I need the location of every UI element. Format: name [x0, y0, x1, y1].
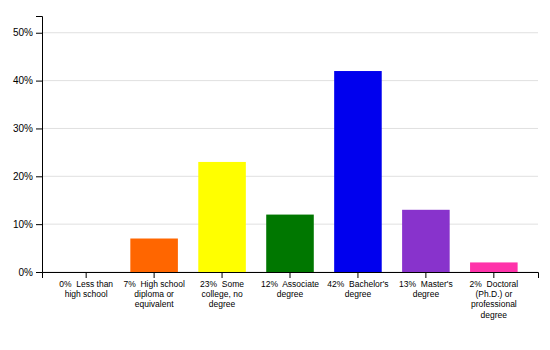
x-tick-label-line: degree — [413, 289, 440, 299]
x-tick-label-line: 23% Some — [200, 279, 244, 289]
bar — [198, 162, 246, 272]
y-tick-mark — [36, 128, 42, 129]
bar — [130, 239, 178, 272]
x-tick-label-line: 13% Master's — [399, 279, 453, 289]
x-tick-mark — [222, 272, 223, 278]
x-tick: 7% High schooldiploma orequivalent — [123, 272, 185, 309]
chart-svg: 0% 10% 20% 30% 40% 50% 0% Less thanhigh school… — [0, 0, 550, 350]
x-tick-label-line: 2% Doctoral — [469, 279, 518, 289]
bar — [334, 71, 382, 272]
x-tick-label-line: degree — [209, 299, 236, 309]
grid-line — [42, 176, 538, 177]
chart-container: 0% 10% 20% 30% 40% 50% 0% Less thanhigh school… — [0, 0, 550, 350]
y-tick-mark — [36, 33, 42, 34]
x-tick-label-line: equivalent — [135, 299, 174, 309]
x-tick-mark — [493, 272, 494, 278]
grid-line — [42, 32, 538, 33]
x-tick-mark — [357, 272, 358, 278]
x-tick-label-line: 12% Associate — [261, 279, 319, 289]
y-tick-label: 50% — [13, 27, 33, 38]
x-tick-label-line: 0% Less than — [59, 279, 113, 289]
x-tick-label-line: degree — [481, 310, 508, 320]
x-tick-label-line: professional — [471, 299, 517, 309]
y-tick: 0% — [19, 267, 42, 278]
bars — [130, 71, 517, 272]
bar — [470, 262, 518, 272]
x-tick-label: 7% High schooldiploma orequivalent — [123, 279, 185, 309]
x-tick-label-line: 7% High school — [123, 279, 185, 289]
y-tick: 50% — [13, 27, 42, 38]
y-tick-label: 0% — [19, 267, 34, 278]
x-tick-label: 0% Less thanhigh school — [59, 279, 113, 299]
y-tick-mark — [36, 272, 42, 273]
x-tick: 23% Somecollege, nodegree — [200, 272, 244, 309]
x-tick-label-line: (Ph.D.) or — [475, 289, 512, 299]
y-tick: 40% — [13, 75, 42, 86]
x-tick: 13% Master'sdegree — [399, 272, 453, 299]
x-tick-label: 23% Somecollege, nodegree — [200, 279, 244, 309]
grid — [42, 33, 538, 272]
x-tick-mark — [425, 272, 426, 278]
x-axis: 0% Less thanhigh school 7% High schooldip… — [43, 272, 539, 320]
x-tick: 2% Doctoral(Ph.D.) orprofessionaldegree — [469, 272, 518, 320]
bar — [402, 210, 450, 272]
y-tick: 10% — [13, 219, 42, 230]
bar — [62, 272, 110, 273]
plot-area: 0% 10% 20% 30% 40% 50% 0% Less thanhigh school… — [13, 17, 539, 320]
y-tick-mark — [36, 224, 42, 225]
x-tick-label: 42% Bachelor'sdegree — [327, 279, 388, 299]
x-tick: 12% Associatedegree — [261, 272, 319, 299]
y-axis-line — [36, 17, 43, 273]
y-tick-label: 40% — [13, 75, 33, 86]
x-tick-mark — [154, 272, 155, 278]
y-tick: 20% — [13, 171, 42, 182]
y-axis: 0% 10% 20% 30% 40% 50% — [13, 17, 43, 278]
x-tick: 42% Bachelor'sdegree — [327, 272, 388, 299]
y-tick-label: 10% — [13, 219, 33, 230]
bar — [266, 215, 314, 272]
x-tick-label-line: degree — [345, 289, 372, 299]
x-tick-label: 13% Master'sdegree — [399, 279, 453, 299]
grid-line — [42, 80, 538, 81]
x-tick-label-line: diploma or — [134, 289, 174, 299]
x-tick-label-line: 42% Bachelor's — [327, 279, 388, 289]
y-tick: 30% — [13, 123, 42, 134]
x-tick-label-line: degree — [277, 289, 304, 299]
x-tick-mark — [86, 272, 87, 278]
x-tick-label-line: college, no — [201, 289, 242, 299]
y-tick-mark — [36, 81, 42, 82]
x-axis-line — [43, 273, 539, 279]
x-tick-label: 12% Associatedegree — [261, 279, 319, 299]
y-tick-label: 30% — [13, 123, 33, 134]
x-tick: 0% Less thanhigh school — [59, 272, 113, 299]
y-tick-label: 20% — [13, 171, 33, 182]
x-tick-label: 2% Doctoral(Ph.D.) orprofessionaldegree — [469, 279, 518, 320]
grid-line — [42, 128, 538, 129]
x-tick-mark — [290, 272, 291, 278]
y-tick-mark — [36, 176, 42, 177]
x-tick-label-line: high school — [65, 289, 108, 299]
